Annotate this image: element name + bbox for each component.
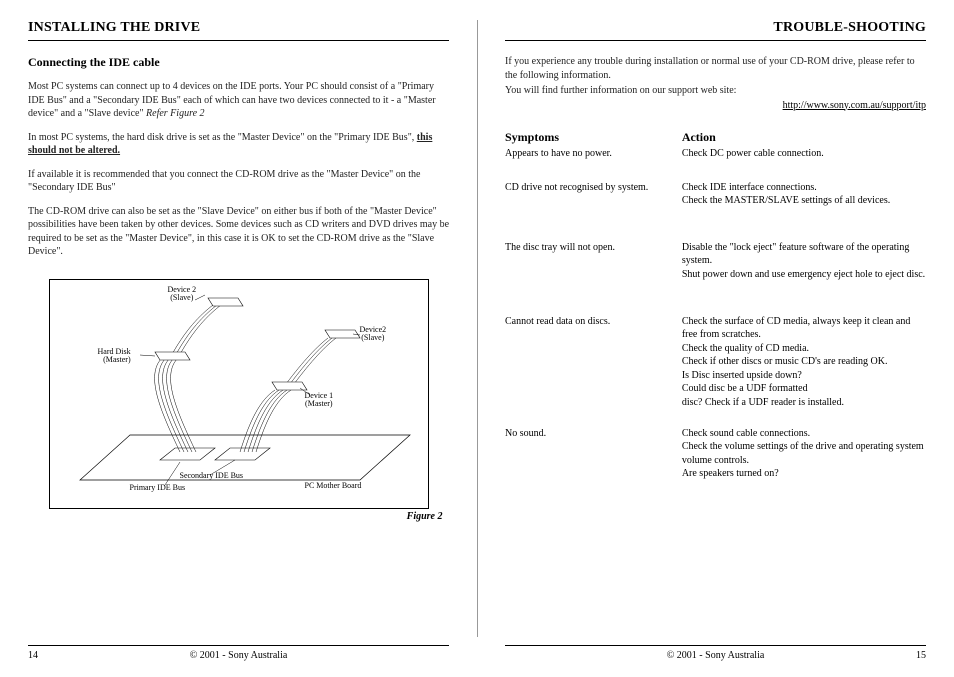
support-url[interactable]: http://www.sony.com.au/support/itp [505,100,926,111]
action-header: Action [682,129,926,145]
para-1b: Refer Figure 2 [146,108,205,119]
symptoms-column: Symptoms Appears to have no power. CD dri… [505,129,682,503]
para-1: Most PC systems can connect up to 4 devi… [28,80,449,121]
fig-label-hd: Hard Disk (Master) [98,348,131,366]
action-row: Check DC power cable connection. [682,147,926,165]
symptom-row: The disc tray will not open. [505,241,672,299]
right-footer: © 2001 - Sony Australia 15 [505,645,926,661]
left-page: INSTALLING THE DRIVE Connecting the IDE … [0,0,477,677]
right-page-no: 15 [906,650,926,661]
left-footer: 14 © 2001 - Sony Australia [28,645,449,661]
fig-label-mb: PC Mother Board [305,482,362,491]
action-row: Disable the "lock eject" feature softwar… [682,241,926,299]
right-copyright: © 2001 - Sony Australia [525,650,906,661]
intro-1: If you experience any trouble during ins… [505,55,926,82]
para-4: The CD-ROM drive can also be set as the … [28,205,449,259]
figure-2: Device 2 (Slave) Device2 (Slave) Hard Di… [49,279,429,509]
right-page: TROUBLE-SHOOTING If you experience any t… [477,0,954,677]
para-2: In most PC systems, the hard disk drive … [28,131,449,158]
para-2a: In most PC systems, the hard disk drive … [28,132,417,143]
fig-label-dev1: Device 1 (Master) [305,392,334,410]
troubleshoot-table: Symptoms Appears to have no power. CD dri… [505,129,926,503]
para-1a: Most PC systems can connect up to 4 devi… [28,81,436,119]
fig-label-dev2a: Device 2 (Slave) [168,286,197,304]
fig-label-dev2b: Device2 (Slave) [360,326,387,344]
left-page-no: 14 [28,650,48,661]
action-row: Check IDE interface connections. Check t… [682,181,926,225]
right-title: TROUBLE-SHOOTING [505,20,926,41]
left-copyright: © 2001 - Sony Australia [48,650,429,661]
symptom-row: Appears to have no power. [505,147,672,165]
figure-caption: Figure 2 [35,511,443,522]
action-column: Action Check DC power cable connection. C… [682,129,926,503]
left-subtitle: Connecting the IDE cable [28,55,449,70]
symptom-row: Cannot read data on discs. [505,315,672,411]
intro-2: You will find further information on our… [505,84,926,98]
fig-label-sec: Secondary IDE Bus [180,472,244,481]
symptoms-header: Symptoms [505,129,672,145]
left-title: INSTALLING THE DRIVE [28,20,449,41]
action-row: Check the surface of CD media, always ke… [682,315,926,411]
action-row: Check sound cable connections. Check the… [682,427,926,487]
symptom-row: No sound. [505,427,672,487]
para-3: If available it is recommended that you … [28,168,449,195]
fig-label-pri: Primary IDE Bus [130,484,186,493]
symptom-row: CD drive not recognised by system. [505,181,672,225]
